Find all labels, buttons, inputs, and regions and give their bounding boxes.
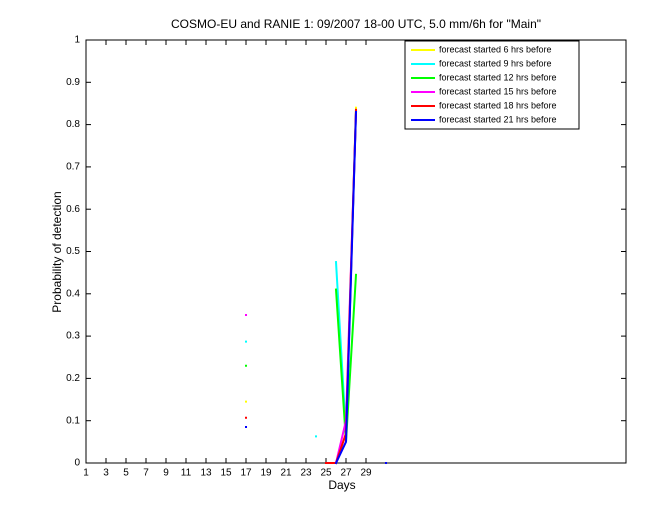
x-axis-label: Days (328, 478, 355, 492)
y-tick-label: 0.5 (66, 246, 80, 257)
legend-label: forecast started 9 hrs before (439, 58, 552, 68)
x-tick-label: 27 (340, 468, 352, 479)
series-line (245, 110, 358, 465)
y-tick-label: 0.2 (66, 373, 80, 384)
legend-label: forecast started 6 hrs before (439, 44, 552, 54)
legend-label: forecast started 12 hrs before (439, 72, 557, 82)
x-tick-label: 1 (83, 468, 89, 479)
x-tick-label: 11 (181, 468, 192, 479)
legend-label: forecast started 15 hrs before (439, 86, 557, 96)
series-line (245, 106, 358, 465)
x-tick-label: 17 (240, 468, 252, 479)
y-tick-label: 0.7 (66, 162, 80, 173)
legend-label: forecast started 21 hrs before (439, 114, 557, 124)
x-tick-label: 25 (320, 468, 332, 479)
y-tick-label: 0.9 (66, 77, 80, 88)
x-tick-label: 23 (300, 468, 312, 479)
y-axis-label: Probability of detection (50, 191, 64, 312)
legend-label: forecast started 18 hrs before (439, 100, 557, 110)
x-tick-label: 19 (260, 468, 272, 479)
y-tick-label: 0.8 (66, 119, 80, 130)
series-line (245, 273, 358, 442)
legend-box (404, 40, 580, 130)
series-line (245, 110, 358, 438)
x-tick-label: 9 (163, 468, 169, 479)
y-tick-label: 0.1 (66, 415, 80, 426)
chart-title: COSMO-EU and RANIE 1: 09/2007 18-00 UTC,… (171, 17, 541, 31)
y-tick-label: 0.6 (66, 204, 80, 215)
x-tick-label: 7 (143, 468, 149, 479)
series-line (245, 110, 388, 465)
series-line (245, 108, 358, 464)
x-tick-label: 3 (103, 468, 109, 479)
x-tick-label: 21 (280, 468, 292, 479)
y-tick-label: 0.4 (66, 288, 80, 299)
y-tick-label: 1 (74, 35, 80, 46)
x-tick-label: 13 (200, 468, 212, 479)
x-tick-label: 5 (123, 468, 129, 479)
y-tick-label: 0.3 (66, 331, 80, 342)
x-tick-label: 29 (360, 468, 372, 479)
x-tick-label: 15 (220, 468, 232, 479)
y-tick-label: 0 (74, 458, 80, 469)
